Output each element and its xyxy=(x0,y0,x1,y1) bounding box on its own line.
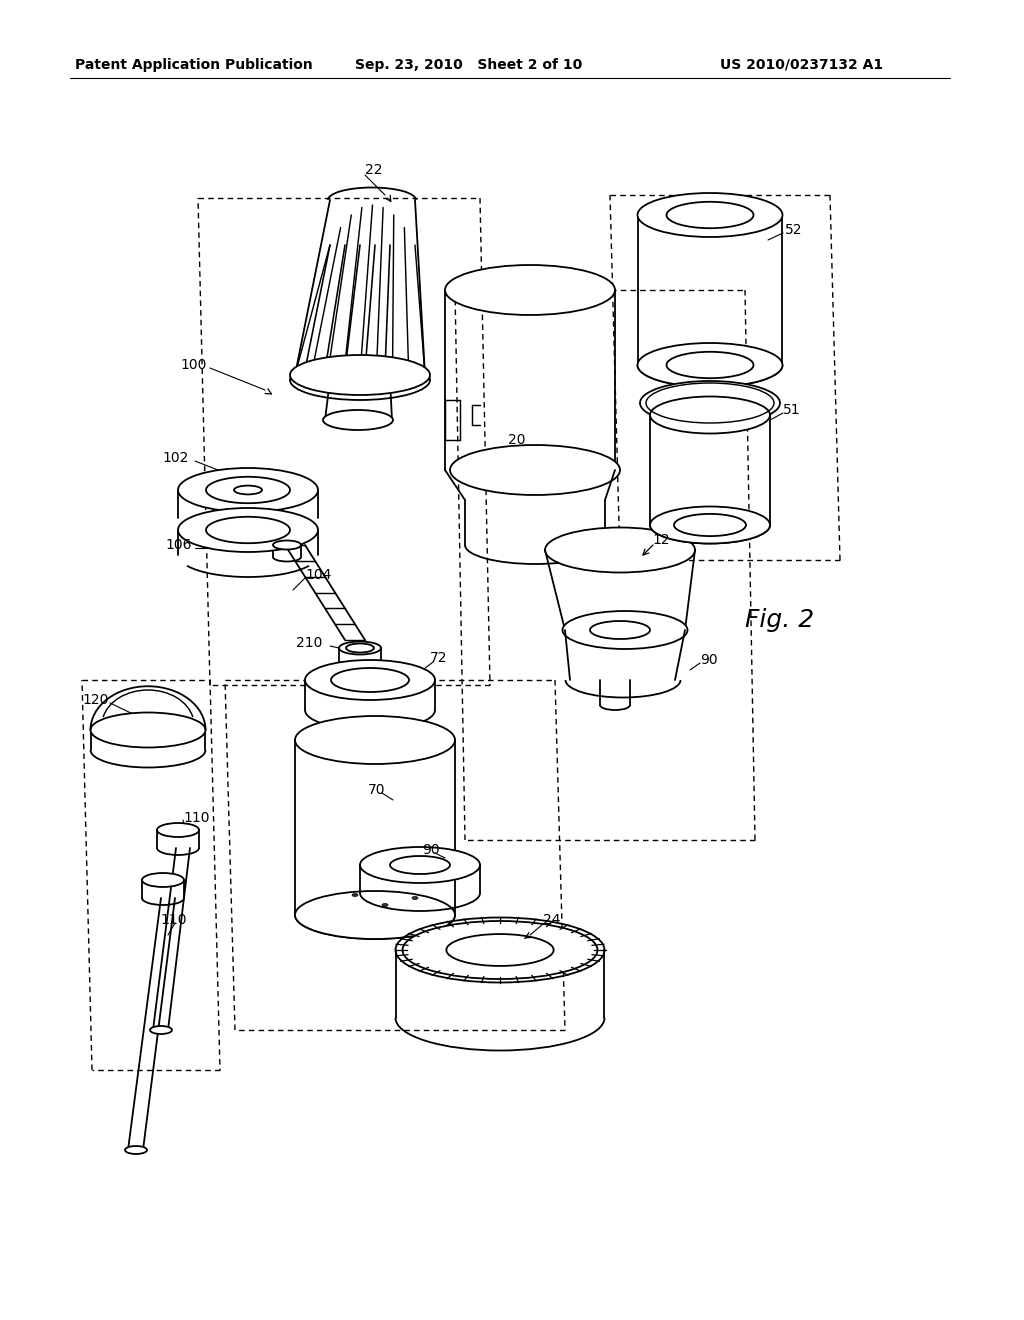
Ellipse shape xyxy=(273,540,301,549)
Text: Sep. 23, 2010   Sheet 2 of 10: Sep. 23, 2010 Sheet 2 of 10 xyxy=(355,58,583,73)
Ellipse shape xyxy=(339,642,381,655)
Ellipse shape xyxy=(446,935,554,966)
Ellipse shape xyxy=(402,921,597,979)
Text: 52: 52 xyxy=(785,223,803,238)
Text: 90: 90 xyxy=(700,653,718,667)
Ellipse shape xyxy=(150,1026,172,1034)
Ellipse shape xyxy=(445,265,615,315)
Text: 210: 210 xyxy=(296,636,323,649)
Ellipse shape xyxy=(412,896,418,899)
Ellipse shape xyxy=(295,715,455,764)
Ellipse shape xyxy=(234,486,262,495)
Text: 90: 90 xyxy=(422,843,439,857)
Ellipse shape xyxy=(323,411,393,430)
Ellipse shape xyxy=(545,528,695,573)
Text: 24: 24 xyxy=(543,913,560,927)
Ellipse shape xyxy=(125,1146,147,1154)
Text: 120: 120 xyxy=(82,693,109,708)
Text: 102: 102 xyxy=(162,451,188,465)
Text: Patent Application Publication: Patent Application Publication xyxy=(75,58,312,73)
Text: 22: 22 xyxy=(365,162,383,177)
Ellipse shape xyxy=(305,660,435,700)
Text: 110: 110 xyxy=(160,913,186,927)
Ellipse shape xyxy=(352,894,358,896)
Text: US 2010/0237132 A1: US 2010/0237132 A1 xyxy=(720,58,883,73)
Ellipse shape xyxy=(290,355,430,395)
Ellipse shape xyxy=(650,396,770,433)
Text: 104: 104 xyxy=(305,568,332,582)
Text: 70: 70 xyxy=(368,783,385,797)
Ellipse shape xyxy=(290,360,430,400)
Text: 100: 100 xyxy=(180,358,207,372)
Ellipse shape xyxy=(157,822,199,837)
Ellipse shape xyxy=(562,611,687,649)
Ellipse shape xyxy=(638,343,782,387)
Text: 106: 106 xyxy=(165,539,191,552)
Ellipse shape xyxy=(640,381,780,425)
Ellipse shape xyxy=(295,891,455,939)
Text: 110: 110 xyxy=(183,810,210,825)
Text: 12: 12 xyxy=(652,533,670,546)
Ellipse shape xyxy=(450,445,620,495)
Ellipse shape xyxy=(90,713,206,747)
Ellipse shape xyxy=(178,508,318,552)
Ellipse shape xyxy=(382,903,388,907)
Ellipse shape xyxy=(142,873,184,887)
Text: 51: 51 xyxy=(783,403,801,417)
Ellipse shape xyxy=(178,469,318,512)
Ellipse shape xyxy=(650,507,770,544)
Ellipse shape xyxy=(638,193,782,238)
Text: Fig. 2: Fig. 2 xyxy=(745,609,814,632)
Text: 20: 20 xyxy=(508,433,525,447)
Ellipse shape xyxy=(360,847,480,883)
Text: 72: 72 xyxy=(430,651,447,665)
